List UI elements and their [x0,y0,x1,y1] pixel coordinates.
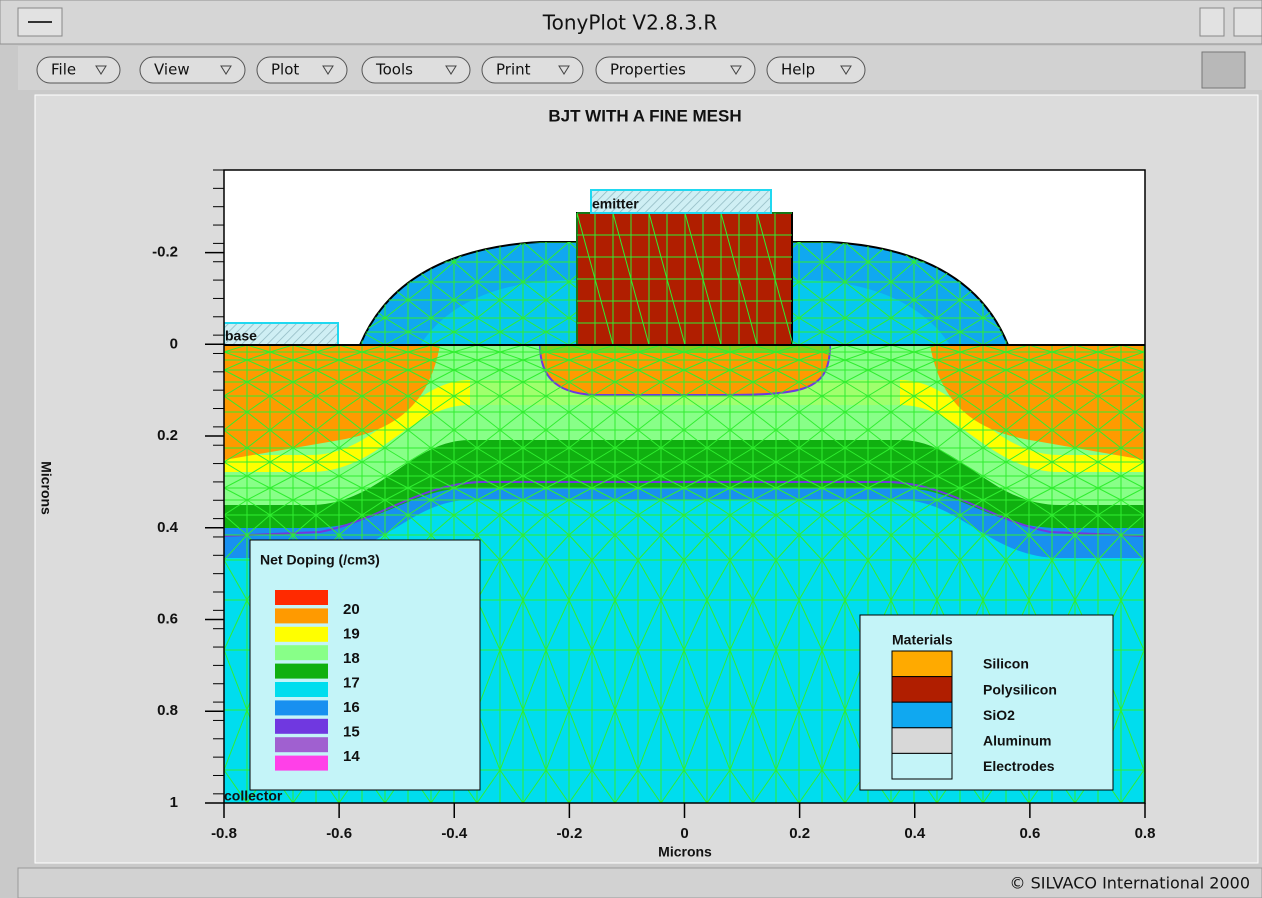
x-tick-label: 0 [680,825,688,842]
y-tick-label: 0.2 [157,427,178,444]
menu-button[interactable]: Properties [596,57,755,83]
doping-level: 16 [343,699,360,716]
y-tick-label: 0.6 [157,610,178,627]
menu-button[interactable]: View [140,57,245,83]
x-tick-label: 0.6 [1019,825,1040,842]
doping-level: 18 [343,650,360,667]
chart-title: BJT WITH A FINE MESH [548,106,741,125]
menu-button[interactable]: Print [482,57,583,83]
doping-swatch [275,645,328,660]
y-axis-label: Microns [38,461,54,515]
doping-swatch [275,608,328,623]
menu-button-frame [37,57,120,83]
material-swatch [892,677,952,703]
doping-level: 17 [343,674,360,691]
material-label: Polysilicon [983,681,1057,697]
menu-label: File [51,61,76,79]
window-title: TonyPlot V2.8.3.R [542,11,718,35]
menu-label: Plot [271,61,299,79]
y-tick-label: 0.8 [157,702,178,719]
material-swatch [892,728,952,754]
doping-swatch [275,627,328,642]
x-tick-label: 0.8 [1135,825,1156,842]
material-swatch [892,702,952,728]
menu-button[interactable]: Plot [257,57,347,83]
tonyplot-window: TonyPlot V2.8.3.R © SILVACO Internationa… [0,0,1262,898]
surface-mesh [540,345,830,353]
legend-title: Net Doping (/cm3) [260,552,380,568]
menu-label: Properties [610,61,686,79]
doping-swatch [275,700,328,715]
x-tick-label: -0.2 [556,825,582,842]
x-axis-label: Microns [658,844,712,860]
material-label: Aluminum [983,733,1051,749]
doping-level: 19 [343,625,360,642]
electrode-label: base [225,328,257,344]
doping-level: 20 [343,601,360,618]
y-tick-label: 0.4 [157,519,179,536]
doping-swatch [275,737,328,752]
x-tick-label: -0.4 [441,825,468,842]
menu-label: View [154,61,190,79]
doping-swatch [275,682,328,697]
electrode-label: emitter [592,196,639,212]
menu-button[interactable]: Help [767,57,865,83]
y-tick-label: 0 [170,335,178,352]
doping-swatch [275,664,328,679]
menu-button[interactable]: Tools [362,57,470,83]
menu-bar-square [1202,52,1245,88]
minimize-button[interactable] [1200,8,1224,36]
material-swatch [892,753,952,779]
y-tick-label: -0.2 [152,244,178,261]
x-tick-label: -0.6 [326,825,352,842]
x-tick-label: -0.8 [211,825,237,842]
doping-swatch [275,756,328,771]
menu-label: Help [781,61,815,79]
doping-swatch [275,590,328,605]
menu-label: Print [496,61,531,79]
y-tick-label: 1 [170,794,178,811]
material-swatch [892,651,952,677]
menu-button[interactable]: File [37,57,120,83]
doping-level: 14 [343,748,360,765]
doping-swatch [275,719,328,734]
material-label: Silicon [983,656,1029,672]
x-tick-label: 0.4 [904,825,926,842]
maximize-button[interactable] [1234,8,1262,36]
legend-title: Materials [892,632,953,648]
page: { "window": { "title": "TonyPlot V2.8.3.… [0,0,1262,898]
doping-level: 15 [343,723,360,740]
copyright: © SILVACO International 2000 [1010,874,1250,893]
menu-label: Tools [375,61,413,79]
material-label: SiO2 [983,707,1015,723]
x-tick-label: 0.2 [789,825,810,842]
material-label: Electrodes [983,758,1055,774]
